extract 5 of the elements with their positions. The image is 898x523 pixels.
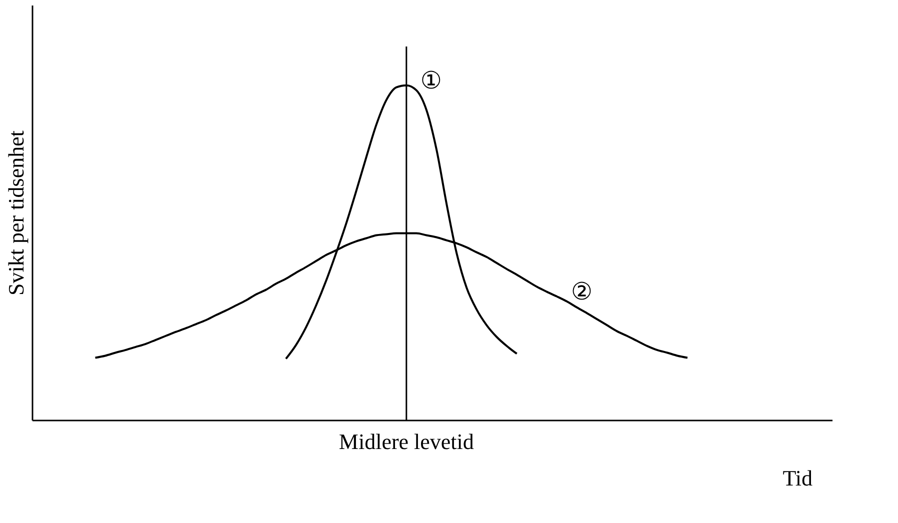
- series-label: ②: [570, 278, 592, 306]
- y-axis-title: Svikt per tidsenhet: [4, 130, 28, 296]
- x-axis-title: Tid: [782, 466, 812, 490]
- series-label: ①: [420, 66, 442, 94]
- text: Midlere levetid: [338, 429, 474, 454]
